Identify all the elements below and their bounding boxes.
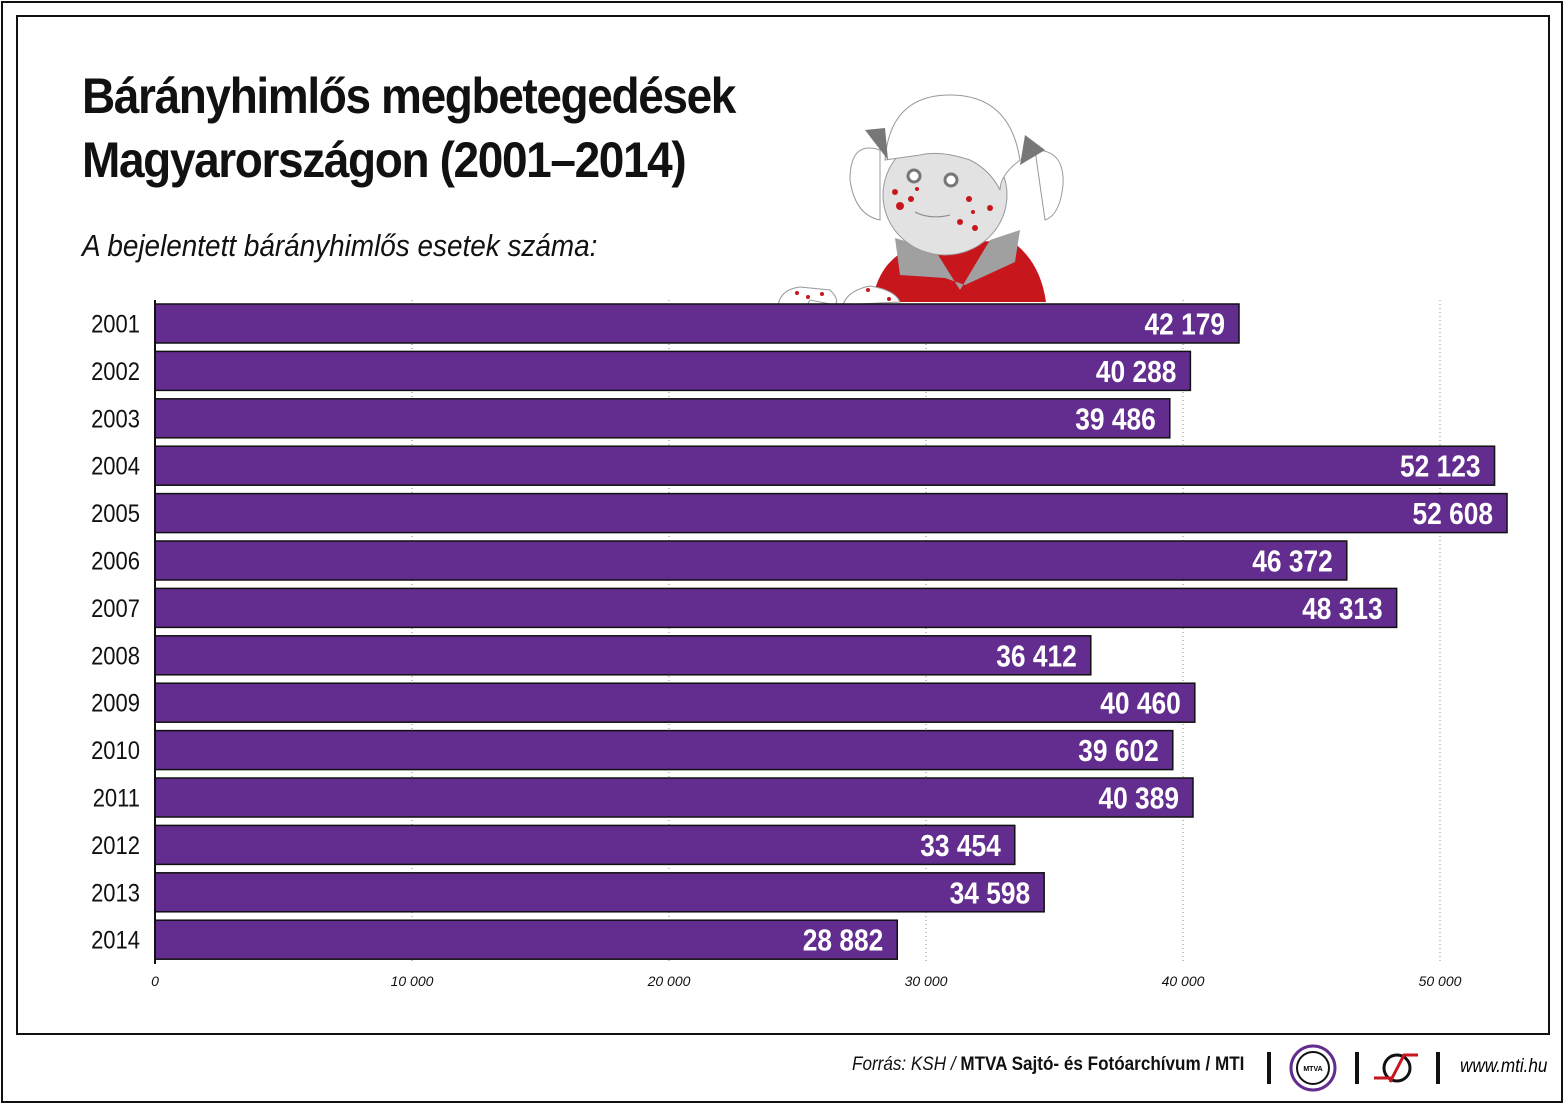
chart-subtitle: A bejelentett bárányhimlős esetek száma: — [82, 228, 598, 263]
value-label: 39 486 — [1075, 402, 1156, 436]
value-label: 39 602 — [1078, 734, 1159, 768]
mtva-logo-icon: MTVA — [1289, 1044, 1337, 1092]
x-tick-label: 40 000 — [1162, 973, 1205, 989]
value-label: 36 412 — [996, 639, 1077, 673]
year-label: 2011 — [93, 784, 140, 812]
inner-frame — [16, 15, 1550, 1035]
year-label: 2010 — [91, 737, 140, 765]
value-label: 40 288 — [1096, 355, 1177, 389]
year-label: 2002 — [91, 358, 140, 386]
bar-2012 — [154, 824, 1016, 866]
separator — [1436, 1052, 1440, 1084]
year-label: 2001 — [91, 310, 140, 338]
x-tick-label: 20 000 — [647, 973, 691, 989]
value-label: 42 179 — [1144, 308, 1225, 342]
x-tick-label: 10 000 — [391, 973, 434, 989]
year-label: 2003 — [91, 405, 140, 433]
value-label: 34 598 — [950, 876, 1031, 910]
girl-illustration — [777, 94, 1064, 319]
bar-2005 — [154, 492, 1508, 534]
website-link[interactable]: www.mti.hu — [1460, 1056, 1548, 1077]
title-line-1: Bárányhimlős megbetegedések — [82, 68, 736, 124]
bar-2009 — [154, 682, 1196, 723]
bar-2004 — [154, 445, 1496, 486]
x-tick-label: 50 000 — [1419, 973, 1462, 989]
year-label: 2013 — [91, 879, 140, 907]
bar-2007 — [154, 587, 1398, 629]
value-label: 40 389 — [1098, 782, 1179, 816]
year-label: 2005 — [91, 500, 140, 528]
bar-2001 — [154, 303, 1240, 344]
bar-2008 — [154, 635, 1092, 676]
source-prefix: Forrás: KSH / — [852, 1054, 961, 1075]
value-label: 52 608 — [1412, 497, 1493, 531]
source-footer: Forrás: KSH / MTVA Sajtó- és Fotóarchívu… — [852, 1054, 1244, 1076]
value-label: 52 123 — [1400, 450, 1481, 484]
bar-2002 — [154, 350, 1192, 392]
year-label: 2012 — [91, 832, 140, 860]
mti-logo-icon — [1374, 1053, 1418, 1083]
year-label: 2009 — [91, 689, 140, 717]
bar-2011 — [154, 777, 1194, 818]
year-label: 2007 — [91, 595, 140, 623]
bar-2003 — [154, 398, 1171, 439]
separator — [1267, 1052, 1271, 1084]
separator — [1355, 1052, 1359, 1084]
year-label: 2004 — [91, 452, 140, 480]
bar-2014 — [154, 919, 899, 960]
value-label: 28 882 — [803, 924, 884, 958]
value-label: 33 454 — [920, 829, 1001, 863]
bar-2013 — [154, 872, 1045, 913]
value-label: 40 460 — [1100, 687, 1181, 721]
x-tick-label: 30 000 — [905, 973, 948, 989]
bar-2006 — [154, 540, 1348, 581]
value-label: 46 372 — [1252, 545, 1333, 579]
bar-2010 — [154, 729, 1174, 771]
x-tick-label: 0 — [151, 973, 159, 989]
title-line-2: Magyarországon (2001–2014) — [82, 132, 687, 188]
year-label: 2006 — [91, 547, 140, 575]
svg-text:MTVA: MTVA — [1303, 1066, 1322, 1073]
year-label: 2008 — [91, 642, 140, 670]
page-title: Bárányhimlős megbetegedések Magyarország… — [82, 64, 736, 192]
year-label: 2014 — [91, 926, 140, 954]
value-label: 48 313 — [1302, 592, 1383, 626]
source-bold: MTVA Sajtó- és Fotóarchívum / MTI — [960, 1054, 1245, 1075]
